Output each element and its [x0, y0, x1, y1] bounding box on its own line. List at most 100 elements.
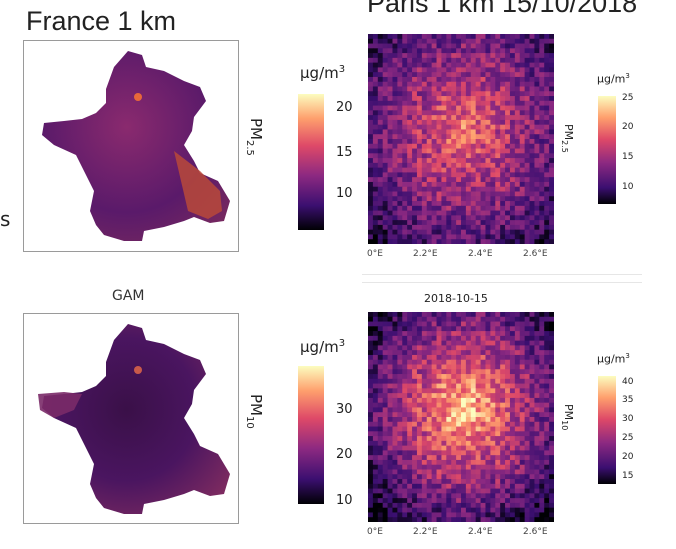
heatmap-cell [534, 48, 540, 54]
heatmap-cell [372, 469, 379, 475]
heatmap-cell [368, 186, 374, 192]
heatmap-cell [490, 474, 496, 480]
heatmap-cell [431, 312, 438, 318]
heatmap-cell [529, 53, 535, 59]
heatmap-cell [465, 72, 472, 78]
heatmap-cell [426, 426, 433, 432]
heatmap-cell [407, 215, 413, 221]
heatmap-cell [490, 507, 496, 513]
heatmap-cell [392, 402, 398, 408]
heatmap-cell [431, 67, 438, 73]
heatmap-cell [387, 34, 393, 40]
heatmap-cell [549, 517, 555, 523]
heatmap-cell [368, 316, 374, 323]
heatmap-cell [519, 469, 526, 475]
heatmap-cell [397, 153, 403, 159]
heatmap-cell [407, 469, 413, 475]
heatmap-cell [426, 397, 433, 404]
heatmap-cell [461, 210, 467, 216]
heatmap-cell [387, 431, 393, 437]
heatmap-cell [529, 450, 535, 456]
heatmap-cell [549, 316, 555, 323]
heatmap-cell [421, 172, 428, 178]
heatmap-cell [480, 507, 486, 513]
heatmap-cell [407, 172, 413, 178]
heatmap-cell [514, 350, 521, 356]
heatmap-cell [377, 369, 384, 375]
heatmap-cell [544, 374, 550, 380]
heatmap-cell [377, 374, 384, 380]
heatmap-cell [451, 498, 457, 504]
heatmap-cell [529, 459, 535, 466]
heatmap-cell [446, 205, 452, 212]
heatmap-cell [382, 96, 389, 102]
heatmap-cell [500, 426, 506, 432]
heatmap-cell [387, 53, 393, 59]
heatmap-cell [539, 517, 545, 523]
heatmap-cell [407, 488, 413, 494]
heatmap-cell [387, 91, 393, 97]
heatmap-cell [519, 67, 526, 73]
heatmap-cell [382, 134, 389, 140]
heatmap-cell [407, 134, 413, 140]
heatmap-cell [416, 162, 423, 169]
heatmap-cell [490, 72, 496, 78]
heatmap-cell [416, 369, 423, 375]
heatmap-cell [509, 43, 516, 49]
heatmap-cell [426, 502, 433, 509]
heatmap-cell [456, 402, 462, 408]
heatmap-cell [446, 34, 452, 40]
heatmap-cell [416, 229, 423, 235]
heatmap-cell [539, 210, 545, 216]
heatmap-cell [505, 340, 511, 346]
heatmap-cell [519, 62, 526, 68]
heatmap-cell [426, 331, 433, 337]
heatmap-cell [490, 488, 496, 494]
heatmap-cell [368, 354, 374, 361]
heatmap-cell [490, 134, 496, 140]
heatmap-cell [470, 316, 477, 323]
heatmap-cell [368, 407, 374, 413]
heatmap-cell [514, 76, 521, 83]
heatmap-cell [534, 220, 540, 226]
heatmap-cell [539, 72, 545, 78]
heatmap-cell [490, 502, 496, 509]
heatmap-cell [529, 426, 535, 432]
heatmap-cell [407, 196, 413, 202]
heatmap-cell [480, 350, 486, 356]
heatmap-cell [500, 119, 506, 126]
heatmap-cell [529, 331, 535, 337]
heatmap-cell [436, 34, 442, 40]
heatmap-cell [426, 321, 433, 327]
heatmap-cell [426, 215, 433, 221]
heatmap-cell [524, 359, 531, 365]
heatmap-cell [470, 96, 477, 102]
heatmap-cell [431, 340, 438, 346]
heatmap-cell [451, 345, 457, 351]
heatmap-cell [368, 383, 374, 389]
heatmap-cell [372, 62, 379, 68]
heatmap-cell [519, 167, 526, 173]
heatmap-cell [524, 316, 531, 323]
heatmap-cell [368, 229, 374, 235]
heatmap-cell [456, 397, 462, 404]
heatmap-cell [505, 464, 511, 470]
heatmap-cell [495, 205, 501, 212]
heatmap-cell [377, 181, 384, 188]
heatmap-cell [426, 96, 433, 102]
heatmap-cell [407, 205, 413, 212]
heatmap-cell [480, 96, 486, 102]
heatmap-cell [407, 86, 413, 92]
heatmap-cell [421, 119, 428, 126]
heatmap-cell [544, 124, 550, 130]
heatmap-cell [485, 134, 491, 140]
heatmap-cell [470, 124, 477, 130]
heatmap-cell [544, 119, 550, 126]
heatmap-cell [534, 96, 540, 102]
heatmap-cell [485, 181, 491, 188]
heatmap-cell [514, 426, 521, 432]
heatmap-cell [539, 201, 545, 207]
heatmap-cell [446, 450, 452, 456]
heatmap-cell [372, 129, 379, 135]
heatmap-cell [524, 129, 531, 135]
